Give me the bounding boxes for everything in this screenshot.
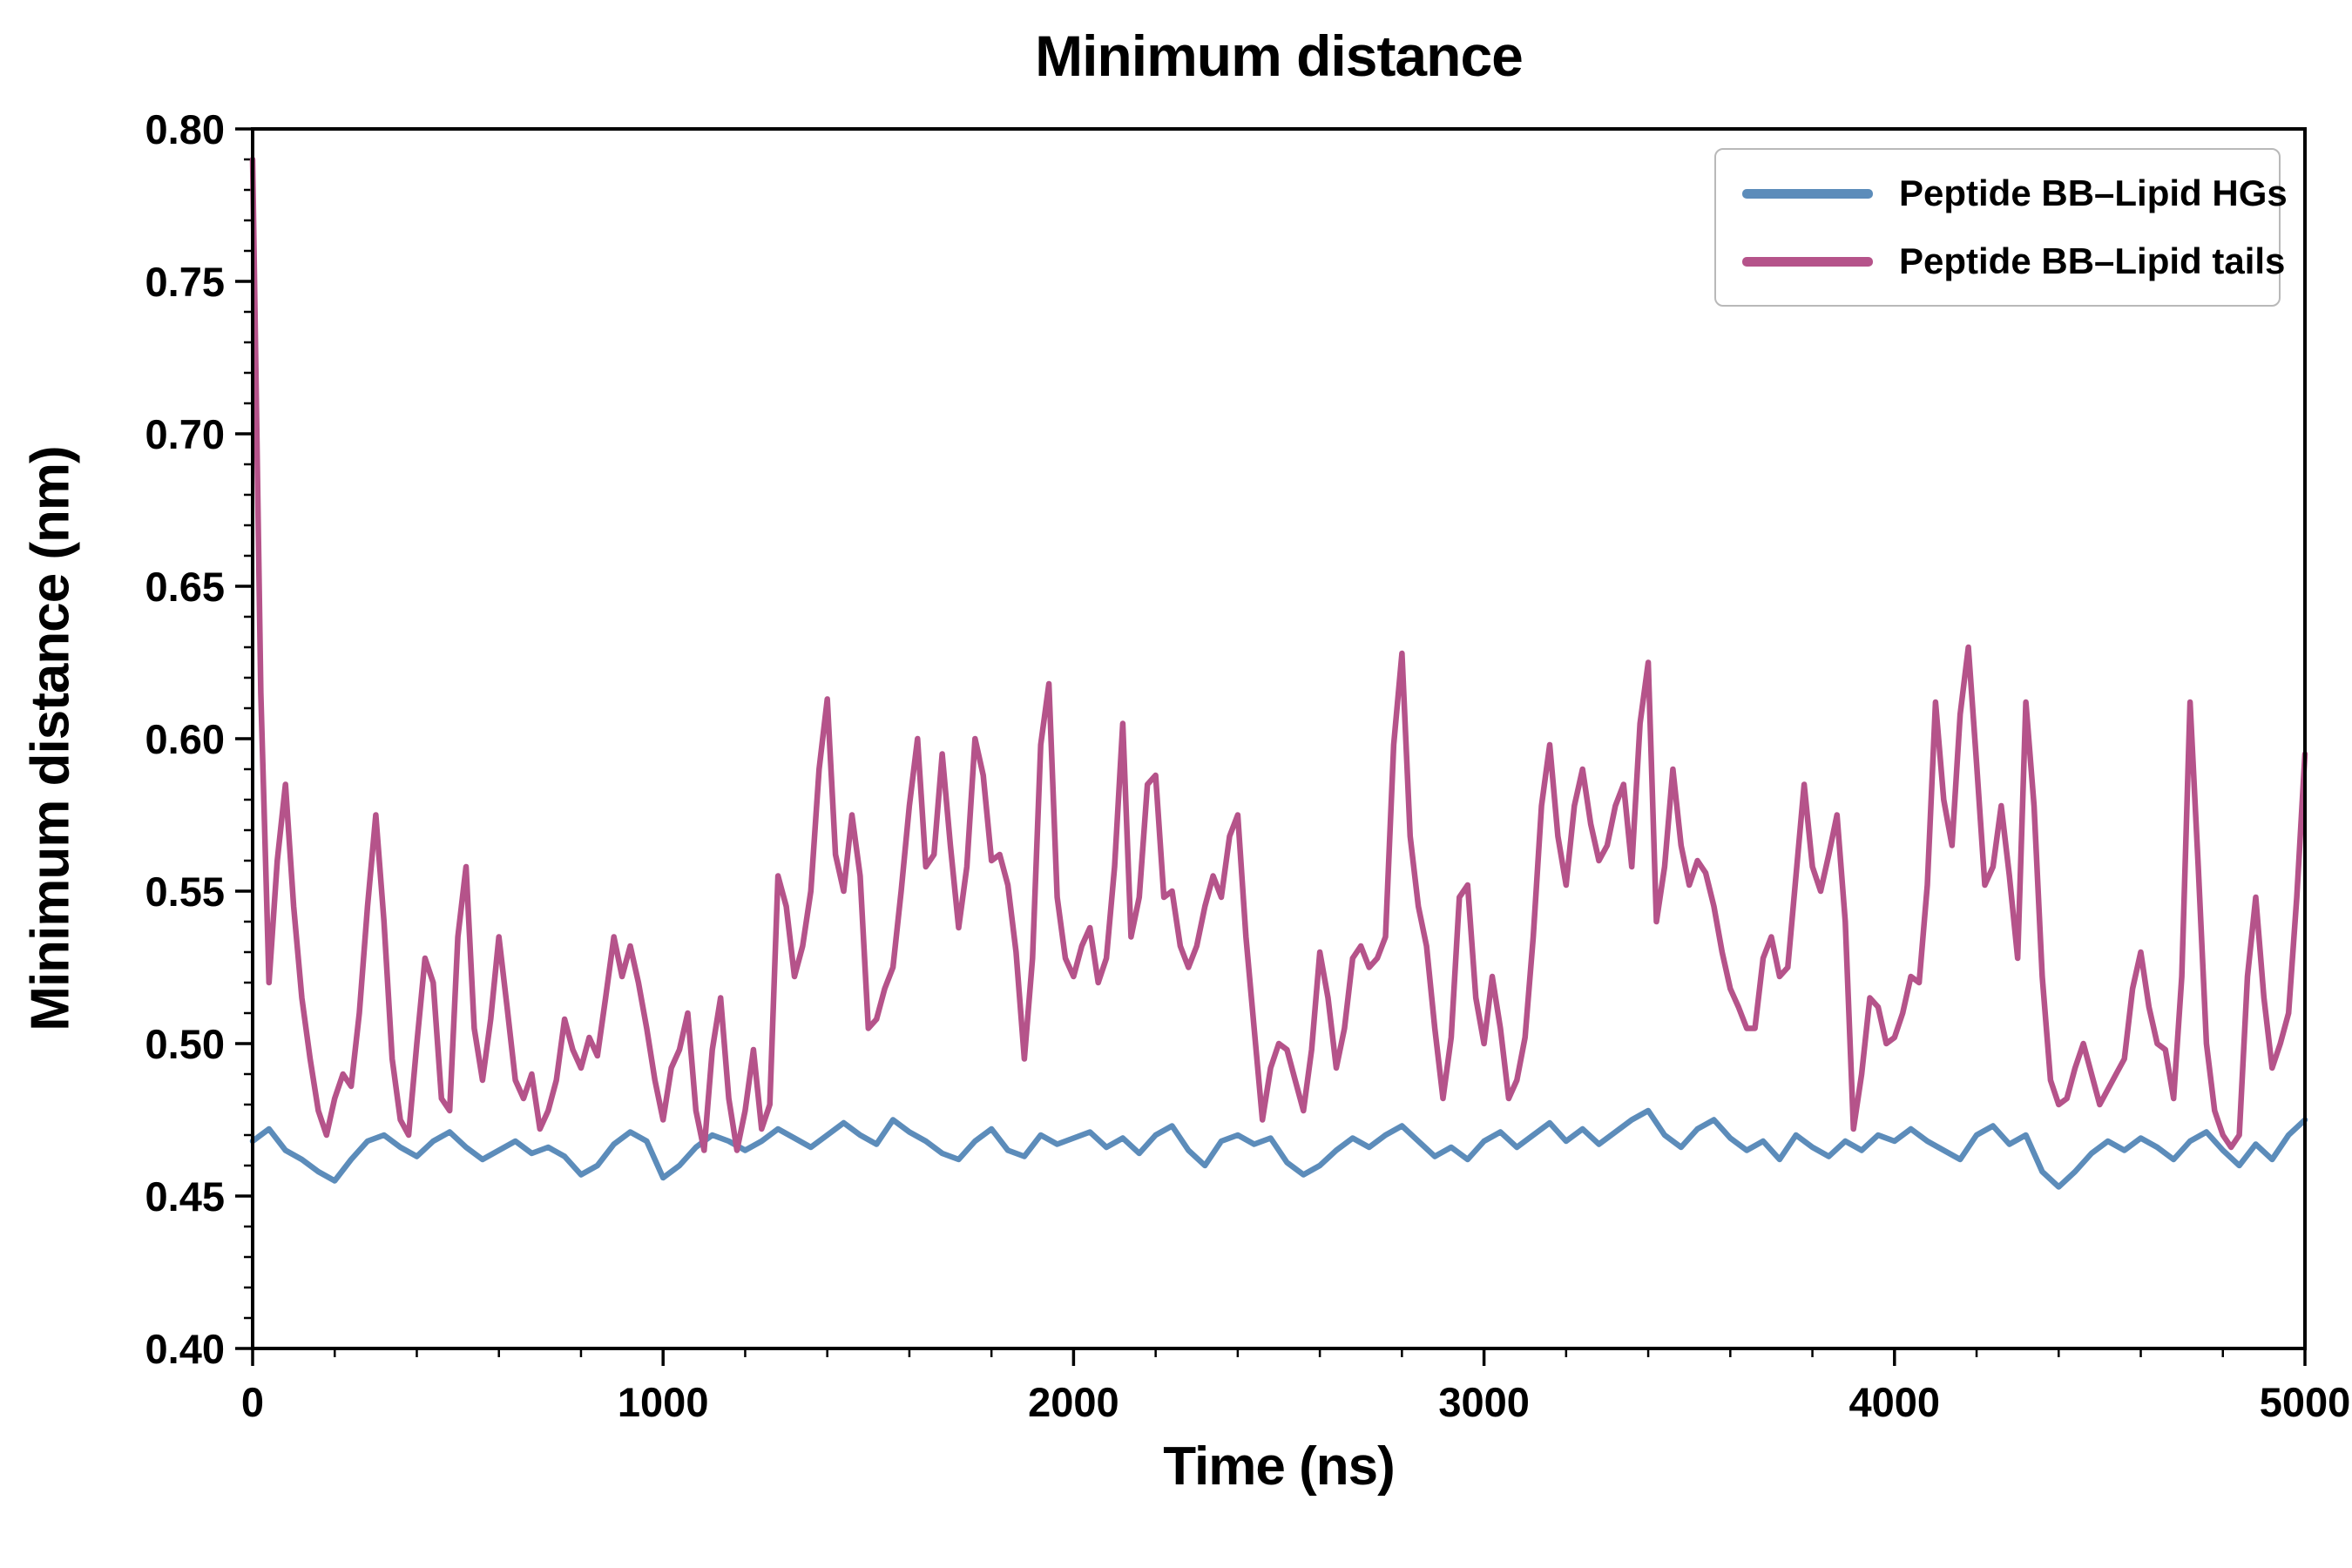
svg-text:2000: 2000 bbox=[1028, 1379, 1119, 1425]
legend-item-peptide-bb-lipid-tails: Peptide BB–Lipid tails bbox=[1742, 240, 2285, 282]
svg-text:0.70: 0.70 bbox=[145, 411, 225, 457]
svg-text:1000: 1000 bbox=[618, 1379, 709, 1425]
svg-text:3000: 3000 bbox=[1438, 1379, 1530, 1425]
legend-line-swatch-hgs bbox=[1742, 188, 1873, 199]
legend-label-hgs: Peptide BB–Lipid HGs bbox=[1899, 172, 2288, 213]
legend: Peptide BB–Lipid HGs Peptide BB–Lipid ta… bbox=[1714, 148, 2288, 307]
svg-text:0.65: 0.65 bbox=[145, 564, 225, 610]
svg-text:5000: 5000 bbox=[2260, 1379, 2351, 1425]
legend-item-peptide-bb-lipid-hgs: Peptide BB–Lipid HGs bbox=[1742, 172, 2288, 214]
legend-label-tails: Peptide BB–Lipid tails bbox=[1899, 240, 2286, 281]
svg-text:0.55: 0.55 bbox=[145, 868, 225, 915]
svg-text:4000: 4000 bbox=[1849, 1379, 1941, 1425]
svg-text:0.60: 0.60 bbox=[145, 716, 225, 762]
svg-text:0: 0 bbox=[241, 1379, 264, 1425]
chart-title: Minimum distance bbox=[1035, 24, 1524, 88]
legend-line-swatch-tails bbox=[1742, 256, 1873, 267]
svg-text:0.40: 0.40 bbox=[145, 1326, 225, 1372]
svg-text:0.75: 0.75 bbox=[145, 259, 225, 305]
svg-text:0.45: 0.45 bbox=[145, 1173, 225, 1220]
x-axis-label: Time (ns) bbox=[1163, 1436, 1395, 1497]
svg-text:0.50: 0.50 bbox=[145, 1021, 225, 1067]
svg-text:0.80: 0.80 bbox=[145, 106, 225, 152]
